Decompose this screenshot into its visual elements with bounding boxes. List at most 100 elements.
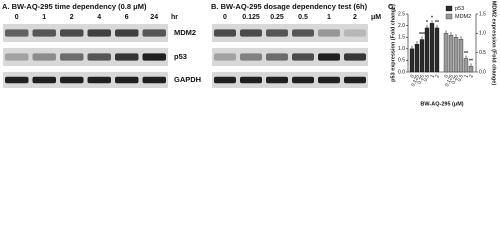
panel-c-label: C.	[388, 2, 396, 11]
blot-band	[318, 53, 340, 61]
x-tick-label: 0	[443, 74, 450, 79]
blot-background	[212, 72, 368, 88]
y-axis-title: p53 expression (Fold change)	[390, 4, 396, 82]
y-tick-label: 1.5	[398, 35, 405, 41]
bar	[463, 58, 469, 73]
y2-tick-label: 0.0	[479, 69, 486, 75]
blot-band	[266, 76, 288, 84]
significance-label: *	[431, 16, 433, 22]
page: A. BW-AQ-295 time dependency (0.8 μM) B.…	[0, 0, 500, 112]
x-axis-title: BW-AQ-295 (μM)	[420, 101, 463, 107]
blot-band	[5, 53, 29, 61]
significance-label: **	[469, 59, 473, 65]
blot-band	[266, 53, 288, 61]
lane-label: 0.25	[270, 14, 284, 21]
x-tick-label: 0.125	[444, 74, 455, 88]
lane-unit: μM	[371, 14, 381, 21]
panel-b-title: B. BW-AQ-295 dosage dependency test (6h)	[211, 2, 368, 11]
bar	[409, 48, 415, 73]
y2-axis-title: MDM2 expression (Fold change)	[491, 1, 497, 86]
bar	[414, 44, 420, 73]
figure: A. BW-AQ-295 time dependency (0.8 μM) B.…	[2, 1, 497, 108]
legend-swatch	[445, 5, 453, 12]
x-tick-label: 0	[409, 74, 416, 79]
blot-band	[60, 29, 84, 37]
lane-label: 2	[353, 14, 357, 21]
blot-band	[115, 53, 139, 61]
blot-band	[60, 53, 84, 61]
x-tick-label: 0.25	[450, 74, 460, 86]
blot-band	[318, 76, 340, 84]
bar	[429, 23, 435, 73]
lane-label: 1	[327, 14, 331, 21]
lane-label: 24	[150, 14, 158, 21]
x-tick-label: 0.25	[416, 74, 426, 86]
significance-label: ***	[419, 32, 425, 38]
bar	[443, 33, 449, 73]
blot-band	[344, 53, 366, 61]
bar	[453, 37, 459, 73]
legend-label: p53	[455, 6, 464, 12]
lane-label: 1	[42, 14, 46, 21]
y-tick-label: 0.0	[398, 69, 405, 75]
blot-background	[212, 48, 368, 66]
lane-label: 4	[97, 14, 101, 21]
blot-background	[3, 48, 168, 66]
x-tick-label: 1	[429, 74, 436, 79]
blot-band	[318, 29, 340, 37]
blot-band	[32, 29, 56, 37]
blot-band	[115, 29, 139, 37]
significance-label: **	[435, 20, 439, 26]
bar	[419, 39, 425, 73]
y-tick-label: 2.5	[398, 11, 405, 17]
y-tick-label: 2.0	[398, 23, 405, 29]
lane-label: 2	[70, 14, 74, 21]
bar	[468, 66, 474, 73]
x-tick-label: 0.125	[410, 74, 421, 88]
x-tick-label: 2	[468, 74, 475, 79]
blot-band	[60, 76, 84, 84]
blot-band	[240, 76, 262, 84]
lane-unit: hr	[171, 14, 178, 21]
protein-label: p53	[174, 52, 187, 61]
protein-label: GAPDH	[174, 75, 201, 84]
bar	[448, 35, 454, 73]
blot-band	[87, 53, 111, 61]
y-tick-label: 1.0	[398, 46, 405, 52]
panel-a-title: A. BW-AQ-295 time dependency (0.8 μM)	[2, 2, 147, 11]
legend-label: MDM2	[455, 14, 471, 20]
bar	[458, 38, 464, 73]
blot-band	[214, 29, 236, 37]
x-tick-label: 1	[463, 74, 470, 79]
blot-band	[87, 29, 111, 37]
blot-background	[3, 72, 168, 88]
blot-band	[292, 53, 314, 61]
bar	[424, 27, 430, 73]
blot-band	[214, 76, 236, 84]
bar	[434, 27, 440, 73]
x-tick-label: 2	[434, 74, 441, 79]
blot-background	[3, 24, 168, 42]
blot-band	[142, 76, 166, 84]
blot-band	[5, 29, 29, 37]
blot-band	[32, 76, 56, 84]
y2-tick-label: 1.0	[479, 31, 486, 37]
blot-band	[142, 53, 166, 61]
significance-label: *	[426, 20, 428, 26]
blot-band	[115, 76, 139, 84]
y2-tick-label: 1.5	[479, 11, 486, 17]
lane-label: 0.125	[242, 14, 260, 21]
blot-band	[32, 53, 56, 61]
blot-band	[266, 29, 288, 37]
legend-swatch	[445, 13, 453, 20]
y2-tick-label: 0.5	[479, 50, 486, 56]
x-tick-label: 0.5	[457, 74, 465, 83]
blot-band	[5, 76, 29, 84]
protein-label: MDM2	[174, 28, 196, 37]
blot-band	[344, 29, 366, 37]
x-tick-label: 0.5	[423, 74, 431, 83]
blot-band	[344, 76, 366, 84]
significance-label: **	[464, 51, 468, 57]
lane-label: 0.5	[298, 14, 308, 21]
blot-band	[240, 29, 262, 37]
